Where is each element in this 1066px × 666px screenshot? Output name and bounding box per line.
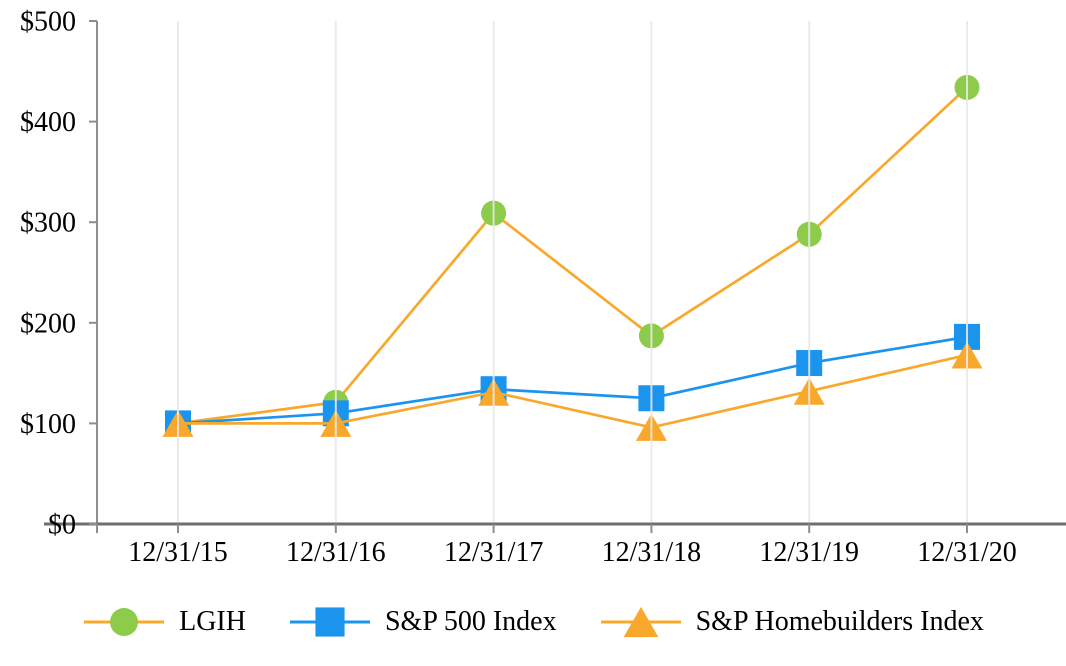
svg-text:$500: $500 <box>20 7 76 38</box>
svg-text:$200: $200 <box>20 308 76 339</box>
svg-text:$0: $0 <box>48 510 76 541</box>
legend-item-lgih: LGIH <box>82 602 246 642</box>
svg-text:$100: $100 <box>20 409 76 440</box>
legend-label-sp500: S&P 500 Index <box>384 606 557 637</box>
svg-text:12/31/19: 12/31/19 <box>759 537 859 568</box>
svg-text:12/31/15: 12/31/15 <box>128 537 228 568</box>
svg-text:12/31/18: 12/31/18 <box>602 537 702 568</box>
svg-text:12/31/17: 12/31/17 <box>444 537 544 568</box>
legend: LGIH S&P 500 Index S&P Homebuilders Inde… <box>0 596 1066 648</box>
lgih-line-circle-swatch-icon <box>84 608 165 636</box>
svg-text:$400: $400 <box>20 107 76 138</box>
svg-text:12/31/16: 12/31/16 <box>286 537 386 568</box>
homebuilders-line-triangle-swatch-icon <box>600 606 681 638</box>
sp500-line-square-swatch-icon <box>289 607 370 637</box>
svg-text:$300: $300 <box>20 208 76 239</box>
legend-item-homebuilders: S&P Homebuilders Index <box>599 602 984 642</box>
legend-item-sp500: S&P 500 Index <box>288 602 557 642</box>
legend-label-lgih: LGIH <box>179 606 246 637</box>
chart-canvas: $0 $100 $200 $300 $400 $500 12/31/15 12/31/16 12… <box>20 7 1066 568</box>
legend-label-homebuilders: S&P Homebuilders Index <box>695 606 984 637</box>
svg-text:12/31/20: 12/31/20 <box>917 537 1017 568</box>
